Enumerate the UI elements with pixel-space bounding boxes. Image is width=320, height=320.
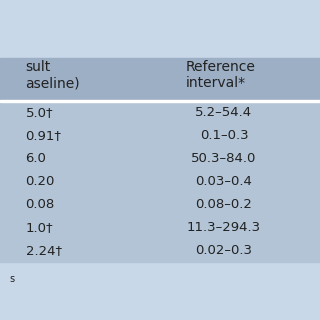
Text: Reference
interval*: Reference interval* bbox=[186, 60, 255, 90]
Text: 0.08: 0.08 bbox=[26, 198, 55, 211]
Text: 0.03–0.4: 0.03–0.4 bbox=[196, 175, 252, 188]
Text: 11.3–294.3: 11.3–294.3 bbox=[187, 221, 261, 234]
Text: 5.0†: 5.0† bbox=[26, 106, 53, 119]
Text: 0.91†: 0.91† bbox=[26, 129, 61, 142]
Bar bbox=[0, 100, 320, 102]
Bar bbox=[0, 101, 320, 262]
Text: 0.1–0.3: 0.1–0.3 bbox=[200, 129, 248, 142]
Text: 6.0: 6.0 bbox=[26, 152, 46, 165]
Text: 1.0†: 1.0† bbox=[26, 221, 53, 234]
Text: 0.02–0.3: 0.02–0.3 bbox=[196, 244, 252, 257]
Text: 5.2–54.4: 5.2–54.4 bbox=[196, 106, 252, 119]
Text: 50.3–84.0: 50.3–84.0 bbox=[191, 152, 257, 165]
Text: 0.20: 0.20 bbox=[26, 175, 55, 188]
Text: 2.24†: 2.24† bbox=[26, 244, 62, 257]
Text: sult
aseline): sult aseline) bbox=[26, 60, 80, 90]
Bar bbox=[0, 58, 320, 101]
Text: s: s bbox=[10, 274, 15, 284]
Text: 0.08–0.2: 0.08–0.2 bbox=[196, 198, 252, 211]
